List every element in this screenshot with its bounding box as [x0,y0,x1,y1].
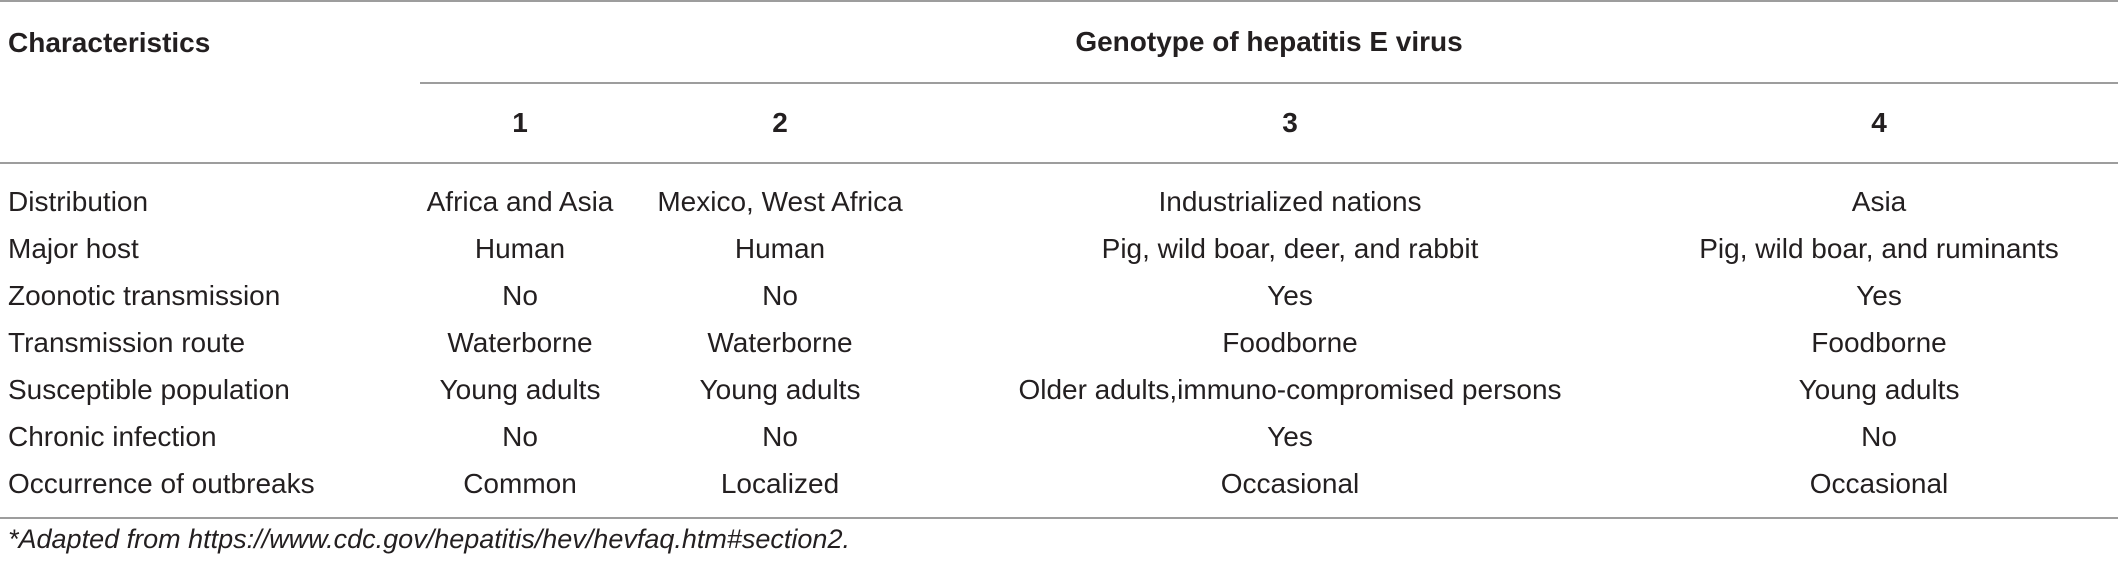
table-cell: Industrialized nations [1158,185,1422,217]
table-cell: Young adults [439,373,601,405]
table-cell: No [502,279,538,311]
table-cell: No [502,420,538,452]
table-cell: Pig, wild boar, deer, and rabbit [1101,232,1479,264]
table-cell: Mexico, West Africa [657,185,903,217]
table-cell: Foodborne [1222,326,1358,358]
row-label: Zoonotic transmission [8,279,281,311]
table-row: Chronic infection No No Yes No [0,413,2118,460]
header-blank-cell [0,83,420,164]
row-label: Chronic infection [8,420,217,452]
table-row: Major host Human Human Pig, wild boar, d… [0,225,2118,272]
genotype-2-header: 2 [620,83,940,164]
row-label: Transmission route [8,326,246,358]
genotype-group-header: Genotype of hepatitis E virus [420,0,2118,84]
table-header-row-2: 1 2 3 4 [0,83,2118,164]
row-label: Occurrence of outbreaks [0,460,420,519]
table-cell: Africa and Asia [426,185,614,217]
table-cell: No [762,420,798,452]
table-cell: Foodborne [1811,326,1947,358]
genotype-3-header: 3 [940,83,1640,164]
table-footnote: *Adapted from https://www.cdc.gov/hepati… [8,524,850,554]
table-row: Susceptible population Young adults Youn… [0,366,2118,413]
table-cell: Human [734,232,826,264]
table-row: Occurrence of outbreaks Common Localized… [0,460,2118,519]
table-cell: Occasional [1640,460,2118,519]
table-cell: Yes [1856,279,1902,311]
table-cell: Waterborne [447,326,593,358]
table-cell: Common [420,460,620,519]
characteristics-header: Characteristics [0,0,420,83]
table-header-row-1: Characteristics Genotype of hepatitis E … [0,0,2118,84]
genotype-1-header: 1 [420,83,620,164]
row-label: Susceptible population [8,373,290,405]
table-cell: No [1861,420,1897,452]
genotype-4-header: 4 [1640,83,2118,164]
table-cell: No [762,279,798,311]
table-cell: Yes [1267,420,1313,452]
table-cell: Young adults [699,373,861,405]
table-cell: Waterborne [707,326,853,358]
hev-genotype-table: Characteristics Genotype of hepatitis E … [0,0,2118,519]
table-row: Zoonotic transmission No No Yes Yes [0,272,2118,319]
table-cell: Localized [620,460,940,519]
table-cell: Human [474,232,566,264]
table-row: Distribution Africa and Asia Mexico, Wes… [0,163,2118,225]
table-cell: Yes [1267,279,1313,311]
table-cell: Older adults,immuno-compromised persons [1018,373,1562,405]
table-cell: Young adults [1798,373,1960,405]
table-cell: Asia [1851,185,1907,217]
row-label: Distribution [8,185,149,217]
table-cell: Occasional [940,460,1640,519]
table-cell: Pig, wild boar, and ruminants [1699,232,2059,264]
hev-genotype-table-container: Characteristics Genotype of hepatitis E … [0,0,2118,519]
row-label: Major host [8,232,139,264]
table-row: Transmission route Waterborne Waterborne… [0,319,2118,366]
